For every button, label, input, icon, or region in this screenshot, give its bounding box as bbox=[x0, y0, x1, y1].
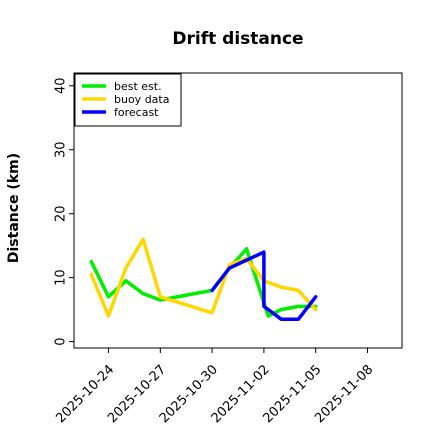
y-axis-label: Distance (km) bbox=[6, 153, 22, 263]
series-line-best-est- bbox=[89, 247, 318, 318]
y-tick-label: 30 bbox=[54, 141, 69, 158]
plot-area-frame bbox=[73, 72, 403, 349]
y-tick-label: 10 bbox=[54, 269, 69, 286]
y-tick-label: 0 bbox=[54, 337, 69, 345]
legend-label: forecast bbox=[114, 106, 159, 119]
x-axis: 2025-10-242025-10-272025-10-302025-11-02… bbox=[53, 348, 376, 426]
y-tick-label: 40 bbox=[54, 78, 69, 95]
chart-title: Drift distance bbox=[172, 29, 303, 49]
y-tick-label: 20 bbox=[54, 205, 69, 222]
y-axis: 0 10 20 30 40 bbox=[54, 78, 74, 346]
series-line-buoy-data bbox=[89, 237, 318, 318]
legend-label: best est. bbox=[114, 80, 162, 93]
series-layer bbox=[89, 237, 318, 321]
series-line-forecast bbox=[210, 250, 318, 321]
legend-label: buoy data bbox=[114, 93, 169, 106]
